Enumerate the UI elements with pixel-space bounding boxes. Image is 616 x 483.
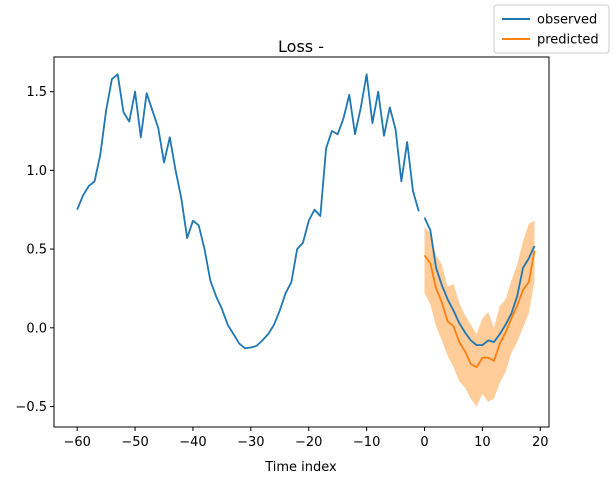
x-axis-label: Time index (264, 460, 337, 475)
x-tick-label: 20 (532, 435, 549, 450)
x-tick-label: −30 (237, 435, 264, 450)
y-tick-label: 1.0 (26, 164, 47, 179)
observed-line-segment-0 (76, 73, 420, 350)
plot-area (76, 73, 536, 407)
y-tick-label: 0.0 (26, 321, 47, 336)
x-tick-label: −50 (121, 435, 148, 450)
legend-box (493, 4, 610, 54)
x-tick-label: −40 (179, 435, 206, 450)
y-tick-label: 0.5 (26, 243, 47, 258)
axis-ticks: −60 −50 −40 −30 −20 −10 0 10 20 −0.5 0.0 0.5 1.0 1.5 (15, 85, 548, 450)
x-tick-label: −10 (353, 435, 380, 450)
y-tick-label: 1.5 (26, 85, 47, 100)
x-tick-label: 0 (420, 435, 428, 450)
y-tick-label: −0.5 (15, 400, 47, 415)
legend-label-observed: observed (537, 13, 597, 28)
x-tick-label: 10 (474, 435, 491, 450)
x-tick-label: −20 (295, 435, 322, 450)
axes-frame (53, 56, 550, 428)
chart-title: Loss - (278, 37, 324, 56)
observed-line-segment-1 (423, 217, 536, 347)
prediction-interval-band (424, 220, 535, 407)
predicted-line (423, 250, 536, 369)
legend-label-predicted: predicted (537, 33, 599, 48)
x-tick-label: −60 (63, 435, 90, 450)
legend: observed predicted (493, 4, 610, 54)
